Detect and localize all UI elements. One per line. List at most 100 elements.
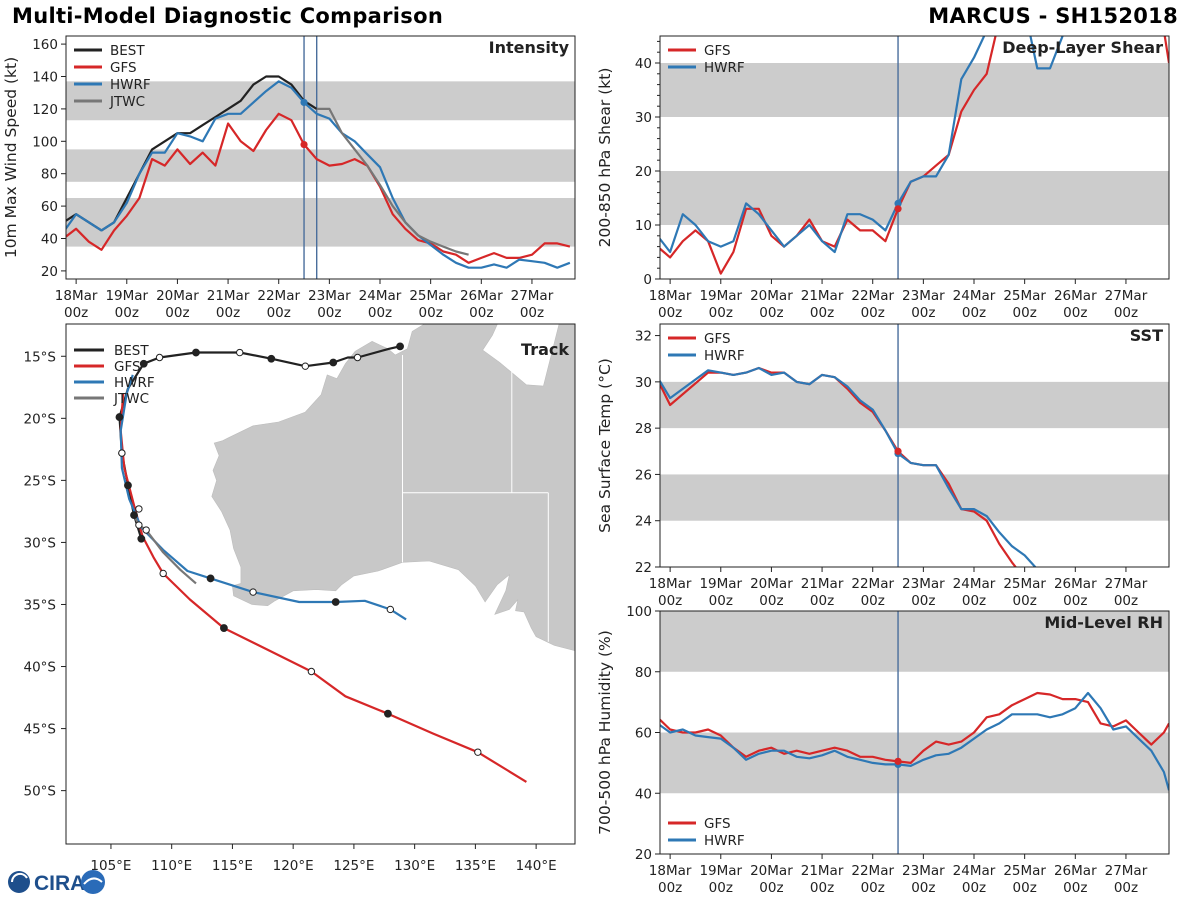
y-tick-label: 100 (626, 604, 652, 620)
x-tick-label: 27Mar 00z (511, 288, 554, 321)
series-line-hwrf (660, 691, 1169, 791)
legend-label: GFS (704, 43, 731, 59)
y-tick-label: 30 (635, 375, 652, 391)
x-tick-label: 23Mar 00z (902, 288, 945, 321)
track-position-best (137, 534, 146, 543)
x-tick-label: 22Mar 00z (851, 288, 894, 321)
x-tick-label: 21Mar 00z (801, 288, 844, 321)
y-tick-label: 120 (32, 102, 58, 118)
legend-label: GFS (114, 359, 141, 375)
legend-label: JTWC (113, 391, 149, 407)
x-tick-label: 26Mar 00z (460, 288, 503, 321)
x-tick-label: 26Mar 00z (1054, 288, 1097, 321)
lat-tick-label: 35°S (24, 597, 57, 613)
y-tick-label: 10 (635, 218, 652, 234)
x-tick-label: 24Mar 00z (953, 288, 996, 321)
x-tick-label: 27Mar 00z (1105, 863, 1148, 896)
band-shear (660, 63, 1169, 117)
y-tick-label: 40 (635, 56, 652, 72)
x-tick-label: 22Mar 00z (851, 863, 894, 896)
y-tick-label: 22 (635, 560, 652, 576)
x-tick-label: 25Mar 00z (409, 288, 452, 321)
y-tick-label: 20 (635, 164, 652, 180)
legend-label: HWRF (704, 60, 745, 76)
legend-label: GFS (110, 60, 137, 76)
x-tick-label: 23Mar 00z (308, 288, 351, 321)
x-tick-label: 25Mar 00z (1003, 863, 1046, 896)
legend-label: GFS (704, 816, 731, 832)
logo-text: CIRA (34, 872, 85, 895)
x-tick-label: 23Mar 00z (902, 576, 945, 609)
y-tick-label: 30 (635, 110, 652, 126)
legend-label: BEST (110, 43, 145, 59)
series-line-hwrf (66, 80, 571, 269)
current-point-gfs (894, 447, 902, 455)
track-position-hwrf (206, 574, 215, 583)
x-tick-label: 27Mar 00z (1105, 288, 1148, 321)
plot-frame (65, 35, 576, 280)
track-position-best (130, 511, 138, 520)
current-point-gfs (894, 757, 902, 765)
lon-tick-label: 120°E (273, 858, 314, 874)
y-tick-label: 32 (635, 329, 652, 345)
track-position-gfs (159, 569, 167, 578)
band-sst (660, 474, 1169, 521)
lon-tick-label: 125°E (333, 858, 374, 874)
panel-title: SST (1130, 326, 1163, 345)
lat-tick-label: 25°S (24, 473, 57, 489)
y-tick-label: 80 (41, 167, 58, 183)
y-tick-label: 40 (635, 786, 652, 802)
current-point-gfs (894, 205, 902, 213)
x-tick-label: 23Mar 00z (902, 863, 945, 896)
x-tick-label: 18Mar 00z (649, 863, 692, 896)
track-position-jtwc (118, 449, 126, 457)
track-position-best (139, 359, 148, 368)
lon-tick-label: 135°E (455, 858, 496, 874)
lon-tick-label: 110°E (151, 858, 192, 874)
panel-title: Mid-Level RH (1044, 613, 1163, 632)
y-tick-label: 28 (635, 421, 652, 437)
track-position-best (267, 354, 276, 363)
x-tick-label: 18Mar 00z (55, 288, 98, 321)
x-tick-label: 22Mar 00z (257, 288, 300, 321)
y-axis-label: Sea Surface Temp (°C) (596, 358, 614, 533)
panel-title: Deep-Layer Shear (1002, 38, 1163, 57)
track-position-hwrf (331, 598, 340, 606)
lat-tick-label: 50°S (24, 784, 57, 800)
current-point-hwrf (300, 98, 308, 107)
legend-label: HWRF (110, 77, 151, 93)
series-line-hwrf (660, 366, 1037, 567)
track-position-best (301, 362, 310, 370)
x-tick-label: 22Mar 00z (851, 576, 894, 609)
track-position-jtwc (135, 521, 143, 529)
y-axis-label: 700-500 hPa Humidity (%) (596, 630, 614, 835)
x-tick-label: 21Mar 00z (801, 863, 844, 896)
y-tick-label: 40 (41, 232, 58, 248)
track-position-jtwc (135, 505, 143, 513)
map-frame (65, 323, 576, 845)
track-line-hwrf (119, 374, 407, 621)
plot-frame (659, 323, 1170, 568)
series-line-gfs (660, 691, 1169, 765)
track-position-gfs (307, 667, 316, 676)
lat-tick-label: 15°S (24, 349, 57, 365)
lon-tick-label: 115°E (212, 858, 253, 874)
y-tick-label: 80 (635, 665, 652, 681)
panel-title: Track (521, 340, 569, 359)
australia-land (211, 324, 575, 651)
x-tick-label: 21Mar 00z (801, 576, 844, 609)
y-tick-label: 20 (41, 264, 58, 280)
legend-label: GFS (704, 331, 731, 347)
track-position-hwrf (386, 605, 395, 614)
x-tick-label: 24Mar 00z (953, 576, 996, 609)
lat-tick-label: 45°S (24, 722, 57, 738)
lon-tick-label: 130°E (394, 858, 435, 874)
y-axis-label: 200-850 hPa Shear (kt) (596, 68, 614, 248)
y-tick-label: 100 (32, 134, 58, 150)
x-tick-label: 19Mar 00z (699, 576, 742, 609)
track-position-best (396, 342, 404, 351)
